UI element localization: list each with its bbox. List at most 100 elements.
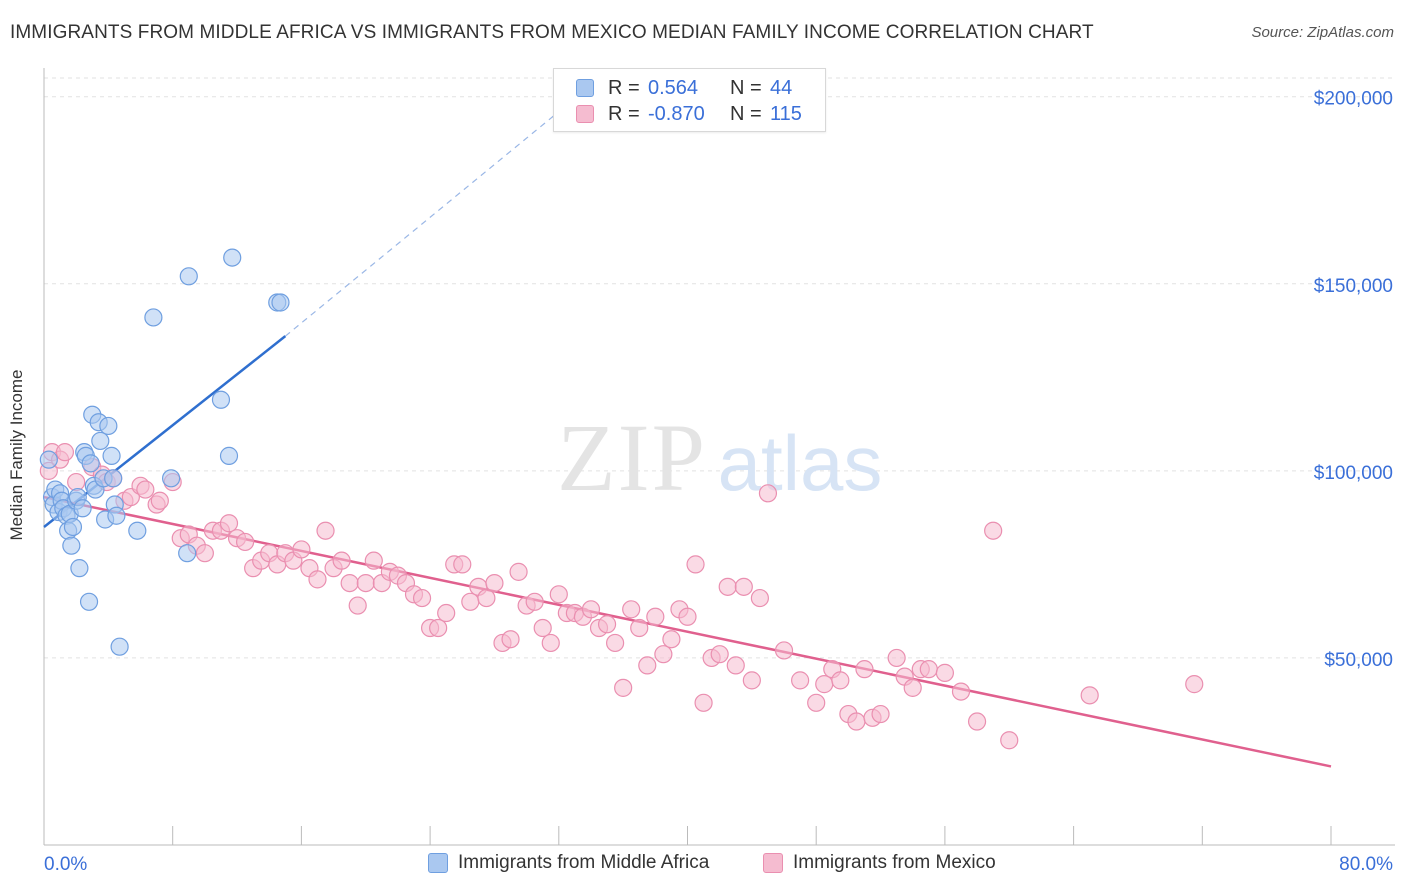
mexico-point: [847, 712, 866, 731]
mexico-point: [429, 618, 448, 638]
middle-africa-point: [271, 293, 290, 312]
watermark-atlas: atlas: [718, 419, 883, 507]
y-axis-label: Median Family Income: [7, 369, 26, 541]
mexico-point: [340, 573, 359, 593]
mexico-point: [348, 596, 367, 615]
legend-item-mexico[interactable]: Immigrants from Mexico: [763, 852, 996, 874]
mexico-point: [136, 480, 155, 499]
legend-row-mexico: R = -0.870 N = 115: [576, 103, 802, 125]
middle-africa-point: [73, 499, 92, 518]
y-tick-label: $150,000: [1314, 276, 1393, 297]
legend-row-middle-africa: R = 0.564 N = 44: [576, 77, 792, 99]
legend-n-value: 115: [770, 102, 802, 125]
legend-item-middle-africa[interactable]: Immigrants from Middle Africa: [428, 852, 709, 874]
middle-africa-point: [79, 592, 99, 611]
mexico-point: [774, 641, 794, 660]
mexico-point: [292, 540, 311, 559]
middle-africa-point: [223, 248, 242, 267]
mexico-point: [549, 585, 568, 604]
mexico-point: [919, 660, 938, 679]
mexico-point: [501, 630, 520, 649]
mexico-point: [662, 630, 681, 649]
mexico-point: [734, 577, 753, 596]
middle-africa-point: [104, 469, 123, 488]
mexico-point: [219, 514, 239, 533]
mexico-point: [710, 645, 729, 664]
mexico-point: [195, 544, 214, 563]
y-tick-label: $50,000: [1324, 650, 1393, 671]
mexico-point: [758, 484, 778, 503]
x-tick-label: 80.0%: [1339, 854, 1393, 875]
legend-swatch-pink: [576, 105, 594, 123]
mexico-point: [855, 660, 874, 679]
x-tick-labels: 0.0% 80.0%: [44, 854, 1393, 875]
mexico-point: [356, 573, 375, 593]
mexico-point: [718, 577, 737, 596]
middle-africa-point: [179, 267, 198, 286]
axes: [43, 68, 1395, 846]
mexico-point: [1185, 675, 1204, 694]
mexico-point: [614, 678, 633, 697]
y-tick-label: $100,000: [1314, 463, 1393, 484]
chart-title: IMMIGRANTS FROM MIDDLE AFRICA VS IMMIGRA…: [10, 22, 1094, 43]
mexico-point: [235, 532, 255, 552]
middle-africa-point: [63, 517, 83, 537]
mexico-point: [150, 491, 169, 510]
x-tick-label: 0.0%: [44, 854, 87, 875]
legend-label-middle-africa: Immigrants from Middle Africa: [458, 852, 710, 873]
mexico-point: [638, 656, 657, 675]
mexico-point: [509, 562, 528, 581]
mexico-point: [984, 521, 1003, 540]
mexico-point: [332, 551, 351, 570]
mexico-point: [742, 671, 761, 690]
mexico-point: [308, 570, 327, 589]
mexico-point: [686, 555, 705, 574]
mexico-point: [606, 633, 625, 653]
mexico-point: [887, 648, 906, 668]
mexico-point: [364, 551, 383, 570]
middle-africa-point: [70, 559, 89, 578]
middle-africa-point: [161, 469, 181, 488]
middle-africa-point: [211, 390, 231, 409]
y-tick-labels: $50,000 $100,000 $150,000 $200,000: [1314, 89, 1393, 671]
legend-r-value: 0.564: [648, 76, 699, 99]
mexico-point: [791, 671, 810, 690]
mexico-point: [485, 573, 504, 593]
mexico-point: [533, 618, 552, 638]
mexico-point: [630, 618, 649, 638]
legend-swatch-blue: [428, 853, 448, 873]
watermark-zip: ZIP: [557, 404, 707, 511]
middle-africa-point: [219, 446, 239, 465]
mexico-point: [597, 615, 617, 634]
legend-r-value: -0.870: [648, 102, 705, 125]
legend-swatch-pink: [763, 853, 783, 873]
middle-africa-point: [110, 637, 129, 656]
mexico-point: [622, 600, 641, 619]
data-points: [39, 248, 1204, 750]
mexico-point: [412, 588, 432, 608]
middle-africa-point: [62, 536, 81, 555]
middle-africa-point: [39, 450, 58, 469]
mexico-point: [951, 682, 971, 701]
mexico-point: [871, 704, 890, 724]
legend-r-key: R =: [608, 76, 640, 99]
mexico-trend-line: [43, 495, 1332, 768]
middle-africa-point: [81, 454, 100, 473]
mexico-point: [726, 656, 745, 675]
legend-label-mexico: Immigrants from Mexico: [793, 852, 996, 873]
legend-swatch-blue: [576, 79, 594, 97]
correlation-legend: R = 0.564 N = 44 R = -0.870 N = 115: [553, 68, 826, 132]
middle-africa-point: [107, 506, 126, 525]
legend-n-key: N =: [730, 76, 762, 99]
mexico-point: [477, 588, 496, 608]
mexico-point: [967, 712, 987, 731]
watermark: ZIP atlas: [557, 404, 882, 511]
middle-africa-point: [144, 308, 163, 327]
mexico-point: [525, 592, 544, 611]
mexico-point: [55, 443, 75, 462]
mexico-point: [831, 671, 850, 690]
mexico-point: [316, 521, 335, 540]
mexico-point: [750, 588, 769, 608]
middle-africa-point: [91, 431, 110, 451]
mexico-point: [815, 675, 834, 694]
